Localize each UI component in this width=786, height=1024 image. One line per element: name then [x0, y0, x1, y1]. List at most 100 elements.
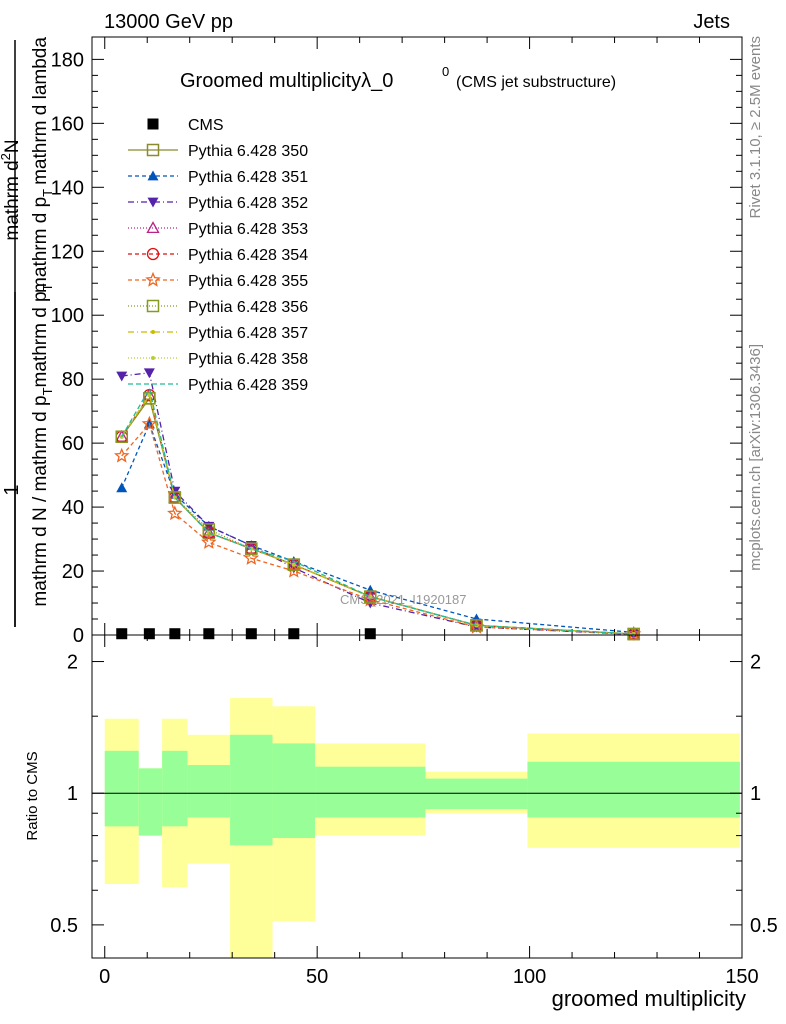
data-point [167, 505, 183, 521]
legend-entry-cms: CMS [147, 117, 224, 134]
data-point [201, 534, 217, 549]
data-point [245, 542, 258, 555]
main-y-ticks: 0 20 40 60 80 100 120 140 160 180 [51, 37, 743, 647]
legend-marker [146, 221, 160, 234]
ratio-panel: 0.5 0.5 1 1 2 2 0 50 100 150 Ratio to CMS groome… [24, 634, 778, 1011]
y-label-denominator: mathrm d N / mathrm d pTmathrm d pT [30, 283, 55, 606]
ratio-y-tick-label-left: 2 [67, 652, 78, 674]
series-line-pythia-6-428-352 [121, 372, 634, 636]
data-point [168, 490, 182, 503]
ratio-band-inner [230, 734, 273, 846]
ratio-band-inner [162, 750, 188, 827]
main-y-tick-label: 100 [51, 305, 84, 327]
y-label-numerator-top-tail: N [2, 139, 23, 153]
series-line-pythia-6-428-355 [121, 422, 634, 635]
ratio-y-axis-label: Ratio to CMS [24, 751, 41, 840]
ratio-band-inner [527, 761, 740, 818]
data-point [243, 550, 260, 565]
data-point [364, 590, 377, 603]
main-y-tick-label: 20 [62, 561, 84, 583]
ratio-band-inner [315, 766, 426, 818]
legend-label: Pythia 6.428 354 [188, 247, 308, 264]
main-panel: Groomed multiplicityλ_0 0 (CMS jet subst… [0, 36, 743, 647]
data-point [287, 558, 301, 571]
ratio-x-ticks: 0 50 100 150 [99, 635, 759, 988]
series-pythia-6-428-359 [121, 387, 634, 635]
data-point [141, 415, 158, 431]
y-label-numerator-tail: mathrm d lambda [30, 37, 51, 185]
ratio-y-tick-label-right: 0.5 [750, 915, 778, 937]
mcplots-label: mcplots.cern.ch [arXiv:1306.3436] [747, 344, 764, 571]
data-point [285, 562, 302, 578]
ratio-y-tick-label-right: 2 [750, 652, 761, 674]
legend-marker [151, 330, 155, 334]
data-point [291, 562, 296, 567]
legend-entry-pythia-6-428-350: Pythia 6.428 350 [128, 143, 308, 160]
header-category-label: Jets [693, 11, 730, 33]
ratio-y-tick-label-right: 1 [750, 783, 761, 805]
y-label-numerator-top-sup: 2 [0, 153, 13, 160]
y-label-numerator-lower-sub: T [40, 189, 55, 197]
legend-marker [147, 118, 159, 130]
legend-label: Pythia 6.428 358 [188, 351, 308, 368]
y-label-denominator-text: mathrm d N / mathrm d p [30, 395, 51, 606]
ratio-y-tick-label-left: 1 [67, 783, 78, 805]
data-point [468, 618, 485, 634]
main-title: Groomed multiplicityλ_0 [180, 70, 393, 92]
legend: CMS Pythia 6.428 350 Pythia 6.428 351 Pythi… [128, 117, 308, 394]
legend-marker [146, 247, 160, 261]
data-point [202, 523, 216, 536]
main-y-tick-label: 0 [73, 625, 84, 647]
data-point [364, 628, 376, 640]
legend-entry-pythia-6-428-358: Pythia 6.428 358 [128, 351, 308, 368]
data-point [203, 628, 215, 640]
main-series-group [113, 368, 642, 641]
main-y-tick-label: 40 [62, 497, 84, 519]
ratio-bands [104, 698, 740, 958]
legend-marker [146, 299, 160, 313]
legend-entry-pythia-6-428-357: Pythia 6.428 357 [128, 325, 308, 342]
data-point [116, 371, 128, 382]
legend-entry-pythia-6-428-354: Pythia 6.428 354 [128, 247, 308, 264]
rivet-version-label: Rivet 3.1.10, ≥ 2.5M events [747, 36, 764, 219]
x-tick-label: 50 [306, 966, 328, 988]
legend-entry-pythia-6-428-355: Pythia 6.428 355 [128, 271, 308, 290]
data-point [115, 429, 129, 442]
ratio-y-tick-label-left: 0.5 [50, 915, 78, 937]
series-pythia-6-428-355 [113, 415, 642, 641]
data-point [169, 628, 181, 640]
main-y-axis-label: 1 mathrm d N / mathrm d pTmathrm d pT ma… [0, 37, 55, 627]
x-tick-label: 100 [513, 966, 546, 988]
main-y-tick-label: 120 [51, 241, 84, 263]
legend-marker [147, 170, 159, 181]
legend-marker [147, 197, 159, 208]
legend-label: CMS [188, 117, 224, 134]
ratio-plot-frame [91, 634, 743, 959]
y-label-denominator-sub: T [40, 387, 55, 395]
data-point [113, 447, 130, 463]
data-point [168, 491, 182, 504]
data-point [115, 430, 128, 443]
ratio-band-inner [425, 778, 528, 810]
x-tick-label: 0 [99, 966, 110, 988]
main-subtitle: (CMS jet substructure) [456, 74, 616, 91]
data-point [288, 628, 300, 640]
legend-entry-pythia-6-428-351: Pythia 6.428 351 [128, 169, 308, 186]
ratio-band-inner [104, 750, 139, 827]
main-y-tick-label: 140 [51, 177, 84, 199]
y-label-numerator-top: mathrm d2N [0, 139, 23, 240]
legend-label: Pythia 6.428 356 [188, 299, 308, 316]
legend-label: Pythia 6.428 351 [188, 169, 308, 186]
y-label-one: 1 [1, 484, 23, 495]
y-label-numerator-lower-text: mathrm d p [30, 197, 51, 293]
data-point [116, 482, 128, 493]
ratio-band-inner [187, 765, 231, 818]
x-axis-label: groomed multiplicity [552, 986, 746, 1011]
legend-entry-pythia-6-428-356: Pythia 6.428 356 [128, 299, 308, 316]
ratio-band-inner [138, 768, 163, 836]
legend-label: Pythia 6.428 350 [188, 143, 308, 160]
legend-marker [151, 356, 155, 360]
legend-entry-pythia-6-428-359: Pythia 6.428 359 [128, 377, 308, 394]
legend-entry-pythia-6-428-353: Pythia 6.428 353 [128, 221, 308, 238]
